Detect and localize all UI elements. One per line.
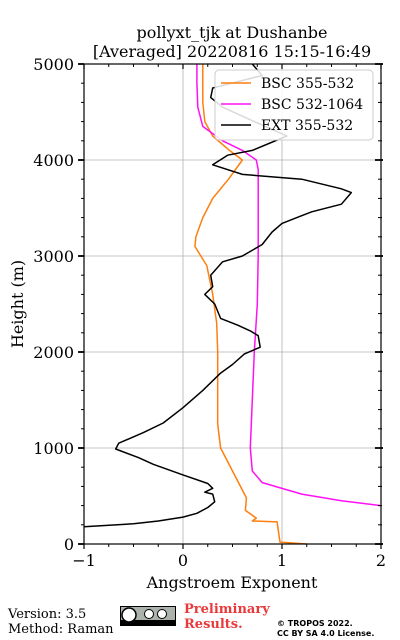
copyright-line-1: © TROPOS 2022. [277, 619, 353, 628]
y-tick-label: 4000 [33, 151, 74, 170]
chart-subtitle: [Averaged] 20220816 15:15-16:49 [93, 42, 371, 61]
x-tick-label: −1 [72, 551, 96, 570]
x-tick-label: 0 [178, 551, 188, 570]
preliminary-notice: Preliminary Results. [184, 602, 270, 632]
copyright-notice: © TROPOS 2022. CC BY SA 4.0 License. [277, 619, 374, 639]
cc-by-sa-badge [120, 606, 176, 626]
y-tick-label: 1000 [33, 439, 74, 458]
y-tick-label: 0 [64, 535, 74, 554]
y-tick-label: 5000 [33, 55, 74, 74]
legend-label-2: BSC 532-1064 [261, 97, 363, 113]
y-axis-label: Height (m) [8, 260, 27, 348]
x-tick-label: 2 [376, 551, 386, 570]
y-tick-label: 3000 [33, 247, 74, 266]
copyright-line-2: CC BY SA 4.0 License. [277, 629, 375, 638]
legend-label-1: BSC 355-532 [261, 76, 354, 92]
legend-box [214, 69, 374, 141]
legend-label-3: EXT 355-532 [261, 118, 353, 134]
preliminary-line-1: Preliminary [184, 602, 270, 617]
version-text: Version: 3.5 [8, 607, 87, 622]
chart-title: pollyxt_tjk at Dushanbe [136, 23, 327, 42]
legend: BSC 355-532 BSC 532-1064 EXT 355-532 [214, 69, 374, 141]
x-tick-label: 1 [277, 551, 287, 570]
series-line-2 [196, 64, 382, 507]
series-line-3 [83, 63, 353, 528]
method-text: Method: Raman [8, 622, 114, 637]
y-tick-label: 2000 [33, 343, 74, 362]
preliminary-line-2: Results. [184, 617, 243, 632]
x-axis-label: Angstroem Exponent [146, 573, 318, 592]
